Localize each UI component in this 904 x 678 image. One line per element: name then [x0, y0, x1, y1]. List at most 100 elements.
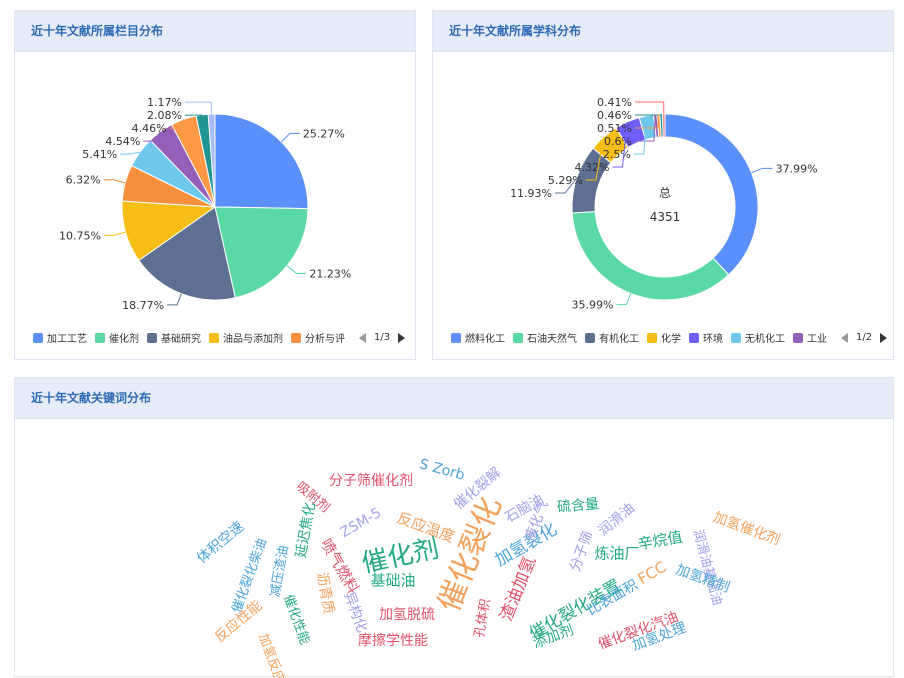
subject-legend-item[interactable]: 无机化工 [731, 330, 785, 345]
legend-label: 加工工艺 [47, 330, 87, 345]
subject-data-label: 11.93% [510, 187, 552, 200]
keyword-word[interactable]: 分子筛 [564, 528, 597, 574]
legend-prev-arrow-icon[interactable] [359, 333, 366, 343]
category-distribution-panel: 近十年文献所属栏目分布 25.27%21.23%1.17%2.08%4.46%4… [14, 10, 416, 360]
subject-data-label: 4.32% [575, 161, 610, 174]
keyword-word[interactable]: 基础油 [370, 570, 415, 591]
legend-page-indicator: 1/2 [856, 332, 872, 343]
keyword-word[interactable]: 润滑油 [593, 498, 638, 540]
keyword-word[interactable]: ZSM-5 [338, 505, 385, 541]
subject-label-line [751, 168, 772, 172]
legend-swatch [147, 333, 157, 343]
category-label-line [185, 102, 212, 114]
subject-legend-item[interactable]: 化学 [647, 330, 681, 345]
keyword-word[interactable]: 延迟焦化 [290, 501, 319, 560]
category-label-line [104, 180, 126, 183]
subject-label-line [616, 294, 630, 305]
subject-legend-pager: 1/2 [841, 332, 887, 343]
category-data-label: 1.17% [147, 96, 182, 109]
category-label-line [167, 294, 181, 305]
category-data-label: 2.08% [147, 109, 182, 122]
subject-data-label: 0.41% [597, 96, 632, 109]
subject-data-label: 37.99% [776, 162, 818, 175]
keyword-word[interactable]: 孔体积 [468, 597, 493, 639]
keyword-word[interactable]: 硫含量 [556, 493, 600, 517]
keyword-panel-title: 近十年文献关键词分布 [15, 378, 893, 419]
legend-label: 工业 [807, 330, 827, 345]
subject-slice[interactable] [665, 114, 758, 275]
keyword-word[interactable]: 减压渣油 [264, 544, 292, 599]
subject-label-line [635, 102, 664, 114]
legend-swatch [647, 333, 657, 343]
legend-label: 有机化工 [599, 330, 639, 345]
category-data-label: 10.75% [59, 229, 101, 242]
subject-data-label: 2.5% [603, 148, 631, 161]
legend-swatch [33, 333, 43, 343]
subject-distribution-panel: 近十年文献所属学科分布 37.99%0.41%0.46%0.51%0.6%2.5… [432, 10, 894, 360]
subject-donut-chart: 37.99%0.41%0.46%0.51%0.6%2.5%4.32%5.29%1… [433, 11, 895, 361]
legend-label: 燃料化工 [465, 330, 505, 345]
legend-swatch [451, 333, 461, 343]
legend-page-indicator: 1/3 [374, 332, 390, 343]
category-legend-pager: 1/3 [359, 332, 405, 343]
keyword-word[interactable]: 体积空速 [192, 516, 248, 567]
legend-swatch [95, 333, 105, 343]
legend-swatch [689, 333, 699, 343]
keyword-word[interactable]: FCC [635, 558, 670, 588]
category-data-label: 6.32% [66, 174, 101, 187]
category-data-label: 21.23% [309, 267, 351, 280]
legend-label: 基础研究 [161, 330, 201, 345]
category-legend-item[interactable]: 催化剂 [95, 330, 139, 345]
subject-legend-item[interactable]: 燃料化工 [451, 330, 505, 345]
legend-label: 分析与评 [305, 330, 345, 345]
legend-swatch [585, 333, 595, 343]
keyword-word[interactable]: 辛烷值 [636, 526, 684, 554]
legend-swatch [793, 333, 803, 343]
keyword-word[interactable]: 异构化 [339, 589, 372, 635]
category-legend-item[interactable]: 油品与添加剂 [209, 330, 283, 345]
keyword-word[interactable]: 炼油厂 [594, 543, 639, 564]
legend-label: 无机化工 [745, 330, 785, 345]
keyword-word[interactable]: 分子筛催化剂 [329, 470, 413, 490]
subject-legend: 燃料化工 石油天然气 有机化工化学 环境 无机化工 工业 1/2 [451, 330, 887, 345]
category-data-label: 4.46% [132, 122, 167, 135]
category-legend-item[interactable]: 加工工艺 [33, 330, 87, 345]
legend-label: 催化剂 [109, 330, 139, 345]
keyword-word[interactable]: 摩擦学性能 [358, 630, 428, 650]
keyword-word[interactable]: 加氢脱硫 [379, 604, 435, 624]
keyword-word[interactable]: 加氢反应 [255, 630, 291, 678]
legend-next-arrow-icon[interactable] [880, 333, 887, 343]
legend-swatch [513, 333, 523, 343]
legend-swatch [209, 333, 219, 343]
subject-data-label: 0.46% [597, 109, 632, 122]
category-label-line [104, 232, 126, 235]
keyword-word[interactable]: 加氢催化剂 [711, 507, 784, 550]
category-slice[interactable] [215, 114, 308, 209]
category-data-label: 4.54% [105, 135, 140, 148]
subject-legend-item[interactable]: 石油天然气 [513, 330, 577, 345]
donut-center-value: 4351 [650, 210, 681, 224]
legend-swatch [731, 333, 741, 343]
legend-next-arrow-icon[interactable] [398, 333, 405, 343]
category-data-label: 18.77% [122, 299, 164, 312]
category-legend-item[interactable]: 基础研究 [147, 330, 201, 345]
keyword-word[interactable]: S Zorb [418, 456, 467, 483]
legend-label: 环境 [703, 330, 723, 345]
subject-slice[interactable] [572, 211, 729, 300]
category-data-label: 25.27% [303, 127, 345, 140]
subject-slice[interactable] [663, 114, 665, 137]
subject-legend-item[interactable]: 环境 [689, 330, 723, 345]
category-legend-item[interactable]: 分析与评 [291, 330, 345, 345]
category-label-line [120, 152, 140, 154]
category-pie-chart: 25.27%21.23%1.17%2.08%4.46%4.54%5.41%6.3… [15, 11, 417, 361]
legend-prev-arrow-icon[interactable] [841, 333, 848, 343]
subject-data-label: 0.6% [604, 135, 632, 148]
keyword-distribution-panel: 近十年文献关键词分布 催化裂化催化剂渣油加氢加氢裂化催化裂化装置基础油喷气燃料分… [14, 377, 894, 677]
category-label-line [281, 133, 300, 141]
subject-legend-item[interactable]: 工业 [793, 330, 827, 345]
keyword-word[interactable]: 催化性能 [280, 591, 316, 646]
legend-label: 石油天然气 [527, 330, 577, 345]
category-label-line [287, 266, 306, 274]
subject-legend-item[interactable]: 有机化工 [585, 330, 639, 345]
